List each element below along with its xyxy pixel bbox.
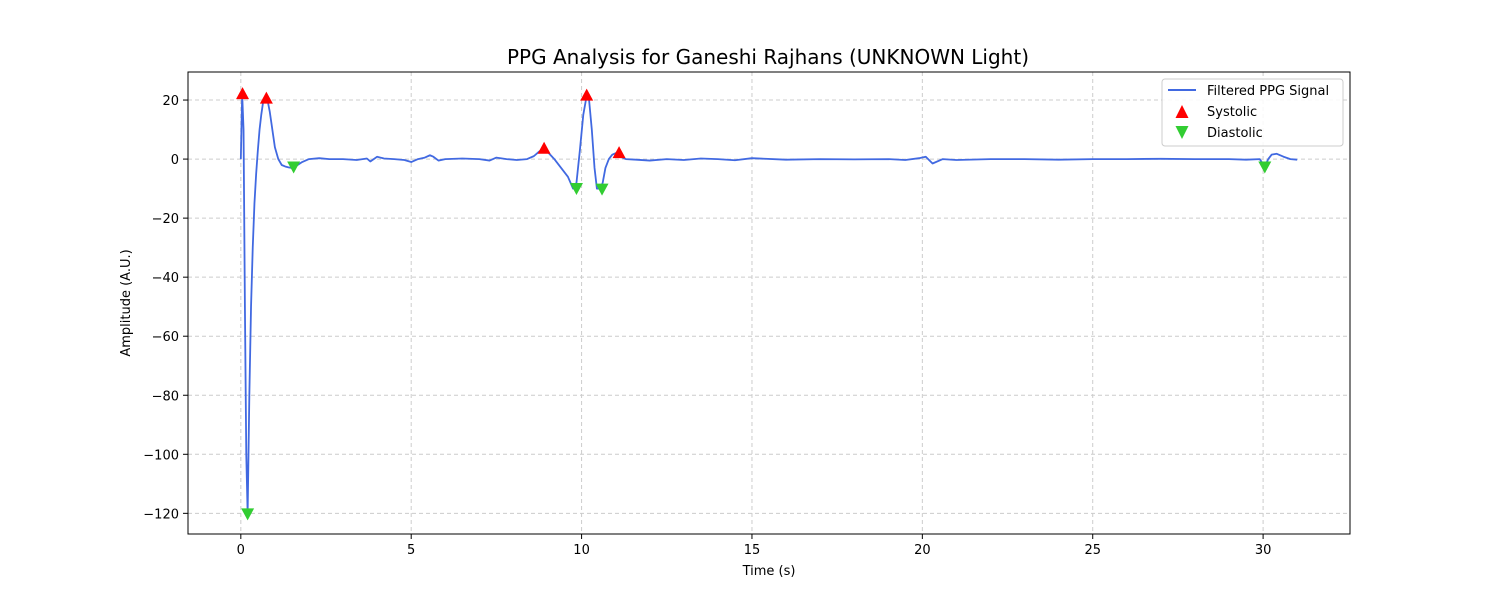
y-axis-label: Amplitude (A.U.) bbox=[119, 249, 134, 356]
x-tick-label: 0 bbox=[237, 543, 245, 558]
legend-label-systolic: Systolic bbox=[1207, 105, 1257, 120]
y-tick-label: −120 bbox=[143, 507, 179, 522]
axis-ticks: 0 5 10 15 20 25 30 20 0 −20 −40 −60 −80 −100 −120 bbox=[143, 94, 1271, 558]
y-tick-label: 0 bbox=[171, 153, 179, 168]
x-tick-label: 5 bbox=[407, 543, 415, 558]
y-tick-label: 20 bbox=[162, 94, 179, 109]
diastolic-trough-marker bbox=[241, 508, 255, 521]
diastolic-trough-marker bbox=[1258, 161, 1272, 174]
diastolic-trough-marker bbox=[287, 161, 301, 174]
legend-label-diastolic: Diastolic bbox=[1207, 126, 1263, 141]
chart-title: PPG Analysis for Ganeshi Rajhans (UNKNOW… bbox=[507, 45, 1029, 69]
systolic-peak-marker bbox=[612, 146, 626, 159]
y-tick-label: −60 bbox=[152, 330, 179, 345]
x-tick-label: 30 bbox=[1255, 543, 1272, 558]
systolic-peak-marker bbox=[236, 87, 250, 100]
x-axis-label: Time (s) bbox=[742, 564, 796, 579]
y-tick-label: −100 bbox=[143, 448, 179, 463]
y-tick-label: −40 bbox=[152, 271, 179, 286]
y-tick-label: −80 bbox=[152, 389, 179, 404]
diastolic-trough-marker bbox=[595, 183, 609, 196]
x-tick-label: 25 bbox=[1084, 543, 1101, 558]
diastolic-trough-marker bbox=[569, 183, 583, 196]
legend-label-signal: Filtered PPG Signal bbox=[1207, 84, 1329, 99]
legend-box bbox=[1161, 78, 1344, 147]
legend-diastolic-marker bbox=[1175, 126, 1189, 139]
plot-frame bbox=[187, 71, 1351, 535]
systolic-peak-marker bbox=[580, 88, 594, 101]
x-tick-label: 10 bbox=[573, 543, 590, 558]
x-tick-label: 15 bbox=[744, 543, 761, 558]
systolic-peak-marker bbox=[537, 141, 551, 154]
legend: Filtered PPG Signal Systolic Diastolic bbox=[1161, 78, 1344, 147]
marker-layer bbox=[236, 87, 1272, 521]
x-tick-label: 20 bbox=[914, 543, 931, 558]
legend-systolic-marker bbox=[1175, 105, 1189, 118]
systolic-peak-marker bbox=[259, 91, 273, 104]
y-tick-label: −20 bbox=[152, 212, 179, 227]
